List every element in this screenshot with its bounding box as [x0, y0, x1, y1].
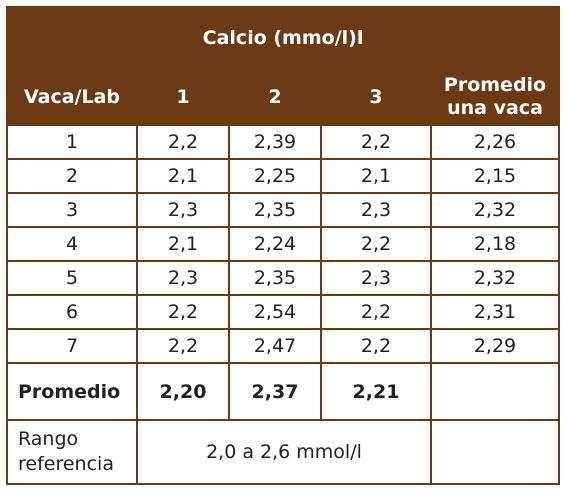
header-vaca-lab: Vaca/Lab [6, 68, 138, 126]
cow-number: 7 [6, 328, 138, 364]
table-row: 1 2,2 2,39 2,2 2,26 [6, 124, 561, 160]
table-row: 4 2,1 2,24 2,2 2,18 [6, 226, 561, 262]
table-row: 2 2,1 2,25 2,1 2,15 [6, 158, 561, 194]
lab3-value: 2,1 [320, 158, 432, 194]
lab2-value: 2,24 [228, 226, 322, 262]
cow-average: 2,15 [429, 158, 561, 194]
lab1-value: 2,3 [136, 192, 230, 228]
lab3-value: 2,2 [320, 294, 432, 330]
lab3-value: 2,3 [320, 192, 432, 228]
header-lab-1: 1 [136, 68, 230, 126]
lab1-value: 2,2 [136, 328, 230, 364]
average-label: Promedio [6, 362, 138, 421]
lab1-value: 2,3 [136, 260, 230, 296]
cow-number: 3 [6, 192, 138, 228]
average-empty-cell [429, 362, 561, 421]
lab1-value: 2,2 [136, 294, 230, 330]
table-title-row: Calcio (mmo/l)l [5, 6, 561, 70]
cow-number: 4 [6, 226, 138, 262]
header-row: Vaca/Lab 1 2 3 Promedio una vaca [6, 68, 561, 126]
lab1-value: 2,2 [136, 124, 230, 160]
lab2-value: 2,35 [228, 260, 322, 296]
lab2-value: 2,39 [228, 124, 322, 160]
lab3-value: 2,3 [320, 260, 432, 296]
lab2-value: 2,35 [228, 192, 322, 228]
cow-number: 2 [6, 158, 138, 194]
cow-average: 2,32 [429, 260, 561, 296]
table-row: 5 2,3 2,35 2,3 2,32 [6, 260, 561, 296]
lab3-value: 2,2 [320, 328, 432, 364]
lab1-value: 2,1 [136, 158, 230, 194]
cow-number: 5 [6, 260, 138, 296]
reference-label-line1: Rango [18, 428, 79, 450]
average-row: Promedio 2,20 2,37 2,21 [6, 362, 561, 421]
table-row: 6 2,2 2,54 2,2 2,31 [6, 294, 561, 330]
reference-row: Rango referencia 2,0 a 2,6 mmol/l [6, 419, 561, 485]
lab2-value: 2,47 [228, 328, 322, 364]
cow-average: 2,18 [429, 226, 561, 262]
reference-empty-cell [429, 419, 561, 485]
cow-average: 2,31 [429, 294, 561, 330]
table-title: Calcio (mmo/l)l [5, 6, 561, 70]
lab3-value: 2,2 [320, 226, 432, 262]
reference-label: Rango referencia [6, 419, 138, 485]
lab1-average: 2,20 [136, 362, 230, 421]
lab1-value: 2,1 [136, 226, 230, 262]
table-row: 3 2,3 2,35 2,3 2,32 [6, 192, 561, 228]
lab3-average: 2,21 [320, 362, 432, 421]
header-lab-3: 3 [320, 68, 432, 126]
cow-average: 2,29 [429, 328, 561, 364]
reference-range-value: 2,0 a 2,6 mmol/l [136, 419, 432, 485]
lab3-value: 2,2 [320, 124, 432, 160]
cow-number: 6 [6, 294, 138, 330]
header-promedio-vaca: Promedio una vaca [429, 68, 561, 126]
table-row: 7 2,2 2,47 2,2 2,29 [6, 328, 561, 364]
cow-average: 2,32 [429, 192, 561, 228]
lab2-value: 2,54 [228, 294, 322, 330]
reference-label-line2: referencia [18, 453, 114, 475]
lab2-average: 2,37 [228, 362, 322, 421]
lab2-value: 2,25 [228, 158, 322, 194]
cow-number: 1 [6, 124, 138, 160]
header-lab-2: 2 [228, 68, 322, 126]
cow-average: 2,26 [429, 124, 561, 160]
calcium-table: Calcio (mmo/l)l Vaca/Lab 1 2 3 Promedio … [5, 6, 561, 485]
